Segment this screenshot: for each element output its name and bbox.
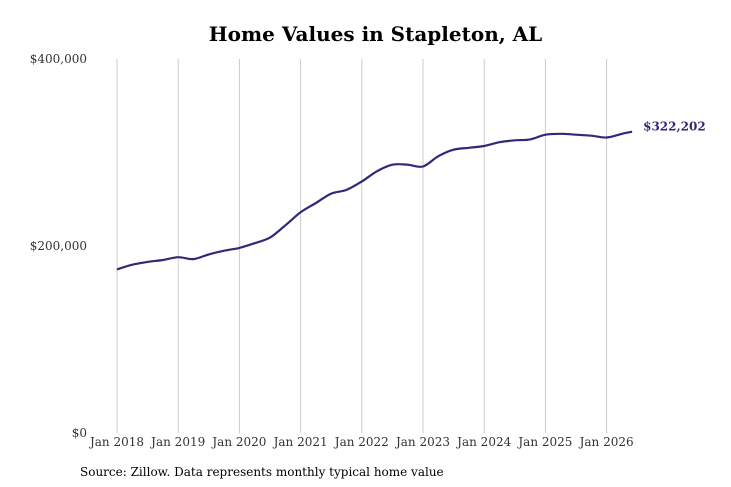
y-tick-label: $200,000 — [30, 239, 87, 253]
end-value-label: $322,202 — [643, 120, 706, 134]
x-tick-label: Jan 2020 — [210, 435, 266, 449]
source-note: Source: Zillow. Data represents monthly … — [80, 465, 444, 479]
grid-layer — [116, 59, 608, 433]
x-tick-label: Jan 2026 — [578, 435, 634, 449]
x-tick-label: Jan 2024 — [455, 435, 511, 449]
y-tick-label: $0 — [72, 426, 87, 440]
x-tick-label: Jan 2025 — [516, 435, 572, 449]
annotation-layer: $322,202 — [643, 120, 706, 134]
x-tick-label: Jan 2019 — [149, 435, 205, 449]
x-tick-label: Jan 2018 — [88, 435, 144, 449]
x-tick-label: Jan 2022 — [333, 435, 389, 449]
chart-title: Home Values in Stapleton, AL — [208, 22, 543, 46]
x-tick-label: Jan 2021 — [272, 435, 328, 449]
y-tick-label: $400,000 — [30, 52, 87, 66]
series-layer — [116, 130, 633, 271]
series-line — [116, 130, 633, 271]
y-axis: $0 $200,000 $400,000 — [30, 52, 87, 440]
x-tick-label: Jan 2023 — [394, 435, 450, 449]
x-axis: Jan 2018 Jan 2019 Jan 2020 Jan 2021 Jan 2022… — [88, 435, 634, 449]
